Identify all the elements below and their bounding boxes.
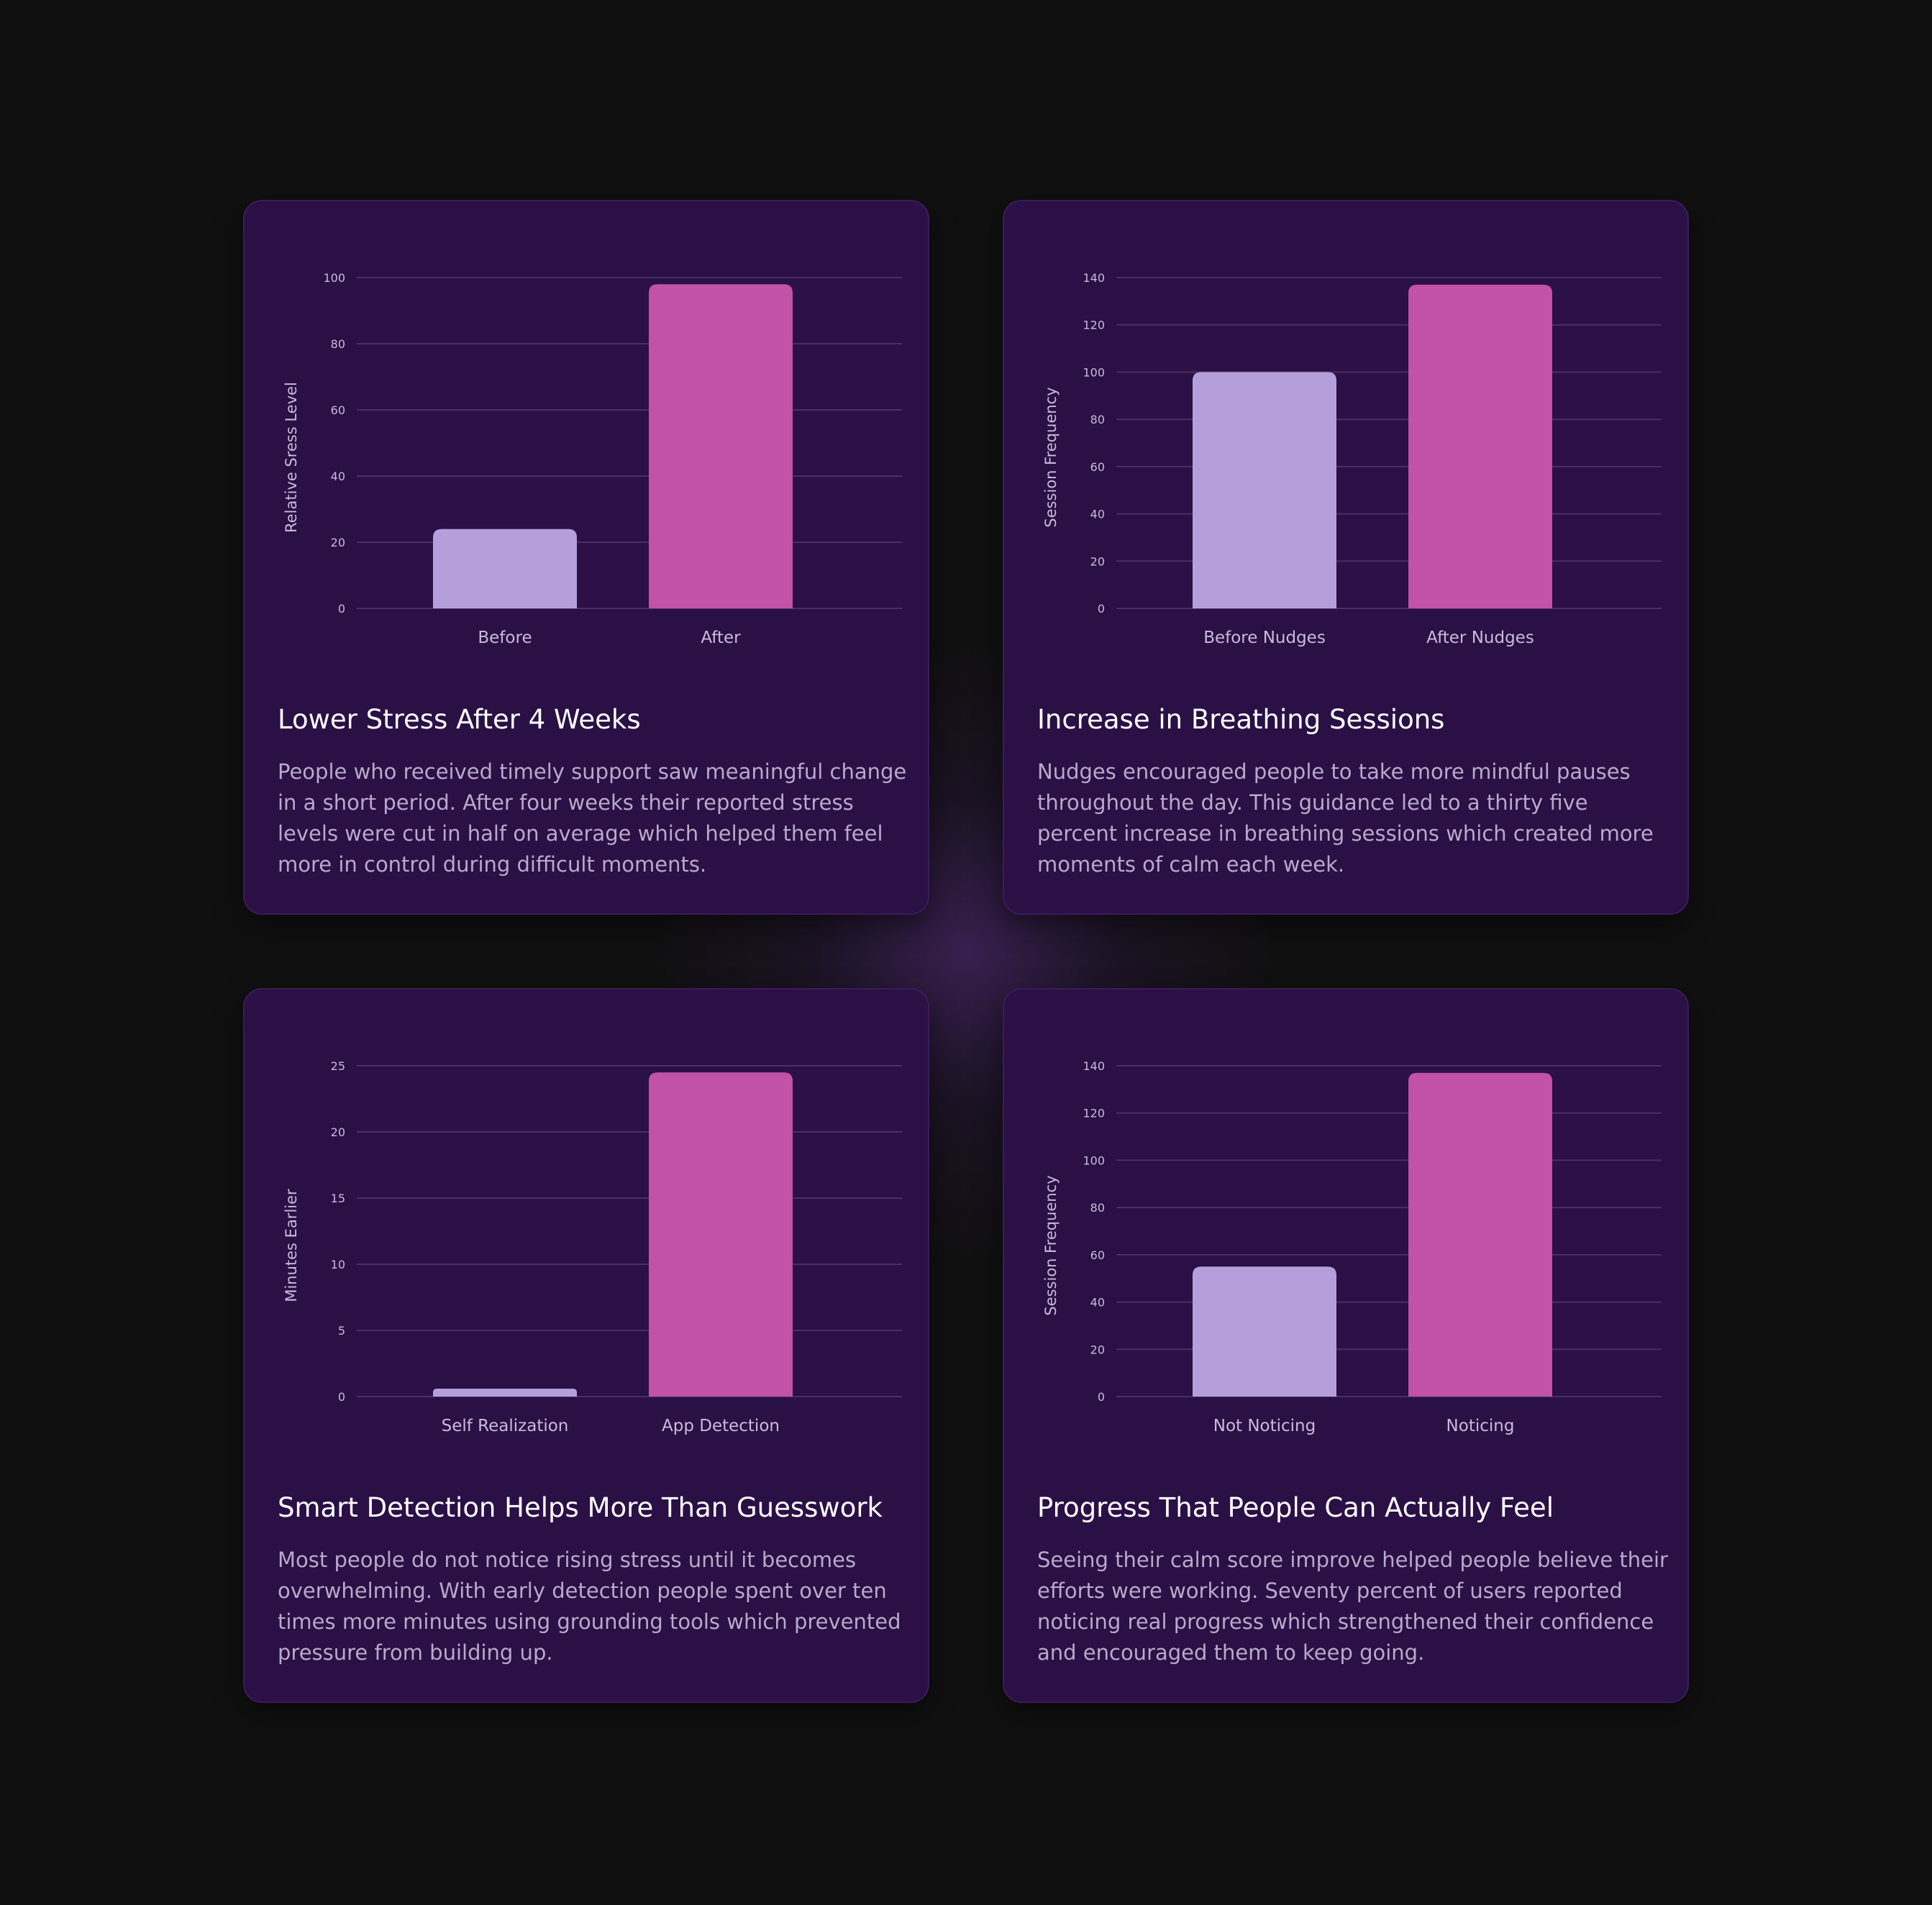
bar-after bbox=[649, 284, 793, 608]
bar-after-nudges bbox=[1408, 284, 1552, 608]
stats-card-breathing: 0 20 40 60 80 100 120 140 Before Nudges After Nud… bbox=[1003, 200, 1689, 915]
y-tick-label: 5 bbox=[338, 1324, 345, 1338]
y-tick-label: 20 bbox=[1090, 1343, 1105, 1356]
bar-before-nudges bbox=[1193, 372, 1336, 608]
y-tick-label: 120 bbox=[1083, 319, 1105, 332]
stats-card-progress: 0 20 40 60 80 100 120 140 Not Noticing Noticing Se… bbox=[1003, 988, 1689, 1703]
card-description: Most people do not notice rising stress … bbox=[278, 1548, 901, 1665]
y-tick-label: 0 bbox=[338, 602, 345, 616]
x-category-label: Self Realization bbox=[442, 1417, 569, 1435]
card-title: Increase in Breathing Sessions bbox=[1037, 704, 1445, 735]
y-tick-label: 10 bbox=[331, 1258, 345, 1271]
card-title: Lower Stress After 4 Weeks bbox=[278, 704, 641, 735]
stats-card-detection: 0 5 10 15 20 25 Self Realization App Detection M… bbox=[243, 988, 929, 1703]
bar-app-detection bbox=[649, 1072, 793, 1397]
stress-bar-chart: 0 20 40 60 80 100 Before After Relative Sress Le… bbox=[283, 271, 902, 647]
bar-self-realization bbox=[433, 1388, 577, 1397]
y-tick-label: 0 bbox=[1098, 602, 1105, 616]
stats-card-stress: 0 20 40 60 80 100 Before After Relative Sress Le… bbox=[243, 200, 929, 915]
y-tick-label: 60 bbox=[1090, 1248, 1105, 1262]
y-tick-label: 40 bbox=[1090, 1296, 1105, 1310]
x-category-label: Before bbox=[478, 629, 532, 647]
card-description: Seeing their calm score improve helped p… bbox=[1037, 1548, 1668, 1665]
y-tick-label: 140 bbox=[1083, 1059, 1105, 1073]
y-axis-label: Relative Sress Level bbox=[283, 382, 300, 533]
y-axis-label: Minutes Earlier bbox=[283, 1189, 300, 1302]
bar-not-noticing bbox=[1193, 1266, 1336, 1397]
card-description: Nudges encouraged people to take more mi… bbox=[1037, 759, 1654, 877]
x-category-label: Noticing bbox=[1446, 1417, 1515, 1435]
y-tick-label: 100 bbox=[1083, 365, 1105, 379]
y-tick-label: 60 bbox=[1090, 460, 1105, 474]
y-tick-label: 15 bbox=[331, 1192, 345, 1205]
y-tick-label: 25 bbox=[331, 1059, 345, 1073]
y-tick-label: 80 bbox=[1090, 1201, 1105, 1215]
y-tick-label: 140 bbox=[1083, 271, 1105, 285]
x-category-label: App Detection bbox=[662, 1417, 780, 1435]
y-tick-label: 20 bbox=[1090, 554, 1105, 568]
y-tick-label: 20 bbox=[331, 536, 345, 549]
y-tick-label: 60 bbox=[331, 403, 345, 417]
progress-bar-chart: 0 20 40 60 80 100 120 140 Not Noticing Noticing Se… bbox=[1042, 1059, 1662, 1435]
y-tick-label: 100 bbox=[323, 271, 345, 285]
bar-before bbox=[433, 529, 577, 608]
y-tick-label: 80 bbox=[1090, 413, 1105, 426]
x-category-label: After bbox=[701, 629, 741, 647]
y-axis-label: Session Frequency bbox=[1042, 387, 1060, 527]
y-axis-label: Session Frequency bbox=[1042, 1175, 1060, 1315]
y-tick-label: 80 bbox=[331, 337, 345, 351]
y-tick-label: 20 bbox=[331, 1125, 345, 1139]
x-category-label: After Nudges bbox=[1426, 629, 1534, 647]
bar-noticing bbox=[1408, 1072, 1552, 1397]
y-tick-label: 40 bbox=[331, 470, 345, 483]
y-tick-label: 120 bbox=[1083, 1107, 1105, 1120]
breathing-bar-chart: 0 20 40 60 80 100 120 140 Before Nudges After Nud… bbox=[1042, 271, 1662, 647]
y-tick-label: 0 bbox=[338, 1390, 345, 1404]
card-title: Smart Detection Helps More Than Guesswor… bbox=[278, 1492, 883, 1523]
card-title: Progress That People Can Actually Feel bbox=[1037, 1492, 1554, 1523]
y-tick-label: 0 bbox=[1098, 1390, 1105, 1404]
x-category-label: Not Noticing bbox=[1213, 1417, 1316, 1435]
y-tick-label: 100 bbox=[1083, 1153, 1105, 1167]
detection-bar-chart: 0 5 10 15 20 25 Self Realization App Detection M… bbox=[283, 1059, 902, 1435]
x-category-label: Before Nudges bbox=[1203, 629, 1326, 647]
card-description: People who received timely support saw m… bbox=[278, 759, 907, 877]
y-tick-label: 40 bbox=[1090, 508, 1105, 521]
